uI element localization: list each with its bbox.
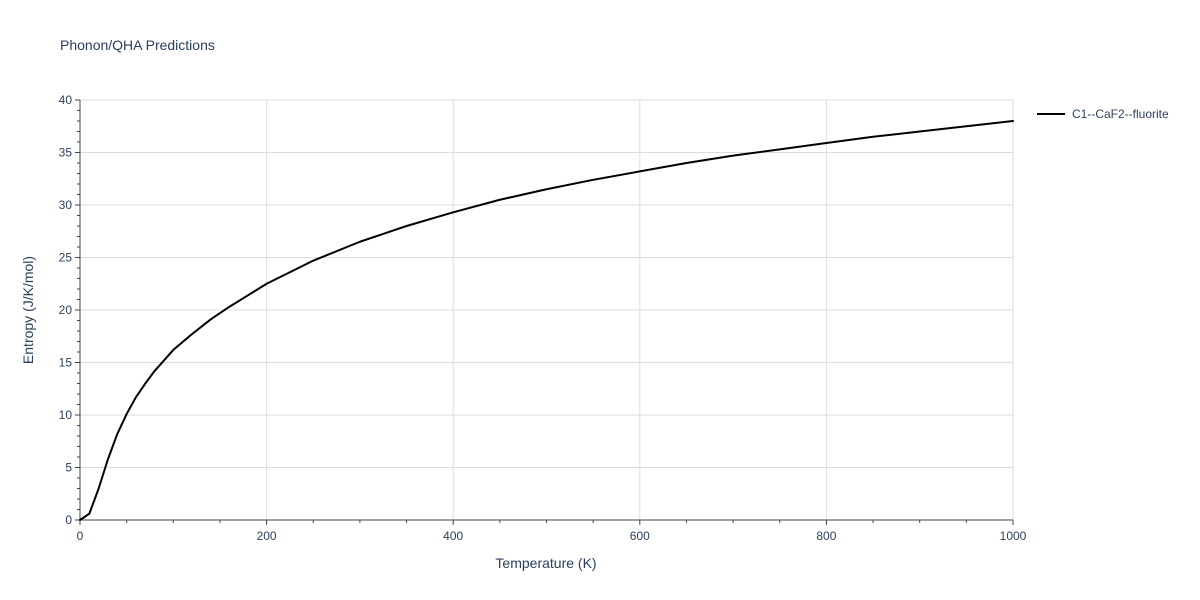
x-tick-label: 400 (443, 529, 463, 543)
y-tick-label: 10 (59, 408, 73, 422)
x-tick-label: 1000 (1000, 529, 1027, 543)
series-line (79, 120, 1014, 521)
x-tick-label: 200 (257, 529, 277, 543)
y-tick-label: 30 (59, 198, 73, 212)
legend[interactable]: C1--CaF2--fluorite (1037, 107, 1169, 121)
x-axis-title: Temperature (K) (495, 555, 596, 571)
legend-label: C1--CaF2--fluorite (1072, 107, 1169, 121)
series-layer (79, 120, 1014, 521)
y-axis-title: Entropy (J/K/mol) (20, 256, 36, 364)
y-tick-label: 35 (59, 146, 73, 160)
y-tick-label: 5 (65, 461, 72, 475)
legend-item[interactable]: C1--CaF2--fluorite (1037, 107, 1169, 121)
x-tick-label: 800 (816, 529, 836, 543)
y-tick-label: 25 (59, 251, 73, 265)
x-tick-label: 600 (630, 529, 650, 543)
y-tick-label: 40 (59, 93, 73, 107)
y-tick-label: 0 (65, 513, 72, 527)
grid (80, 99, 1014, 520)
axes: 0 200 400 600 800 1000 0 5 10 15 20 25 30 35 40 (59, 93, 1027, 543)
x-tick-label: 0 (77, 529, 84, 543)
y-tick-label: 15 (59, 356, 73, 370)
y-tick-label: 20 (59, 303, 73, 317)
chart-title: Phonon/QHA Predictions (60, 37, 215, 53)
